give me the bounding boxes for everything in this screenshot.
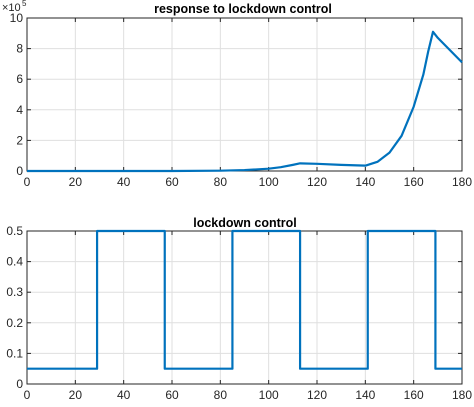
x-tick-label: 160 (404, 175, 424, 189)
x-tick-label: 20 (69, 175, 83, 189)
x-tick-label: 160 (404, 388, 424, 402)
series-line (27, 30, 463, 173)
plot-area (27, 231, 462, 384)
y-tick-label: 2 (16, 133, 23, 147)
y-tick-label: 0.1 (6, 346, 23, 360)
chart-title: lockdown control (193, 216, 296, 230)
response-chart: 0 20 40 60 80 100 120 140 160 180 0 2 4 6 8 10 response … (2, 0, 472, 189)
x-tick-label: 20 (69, 388, 83, 402)
x-tick-label: 60 (165, 175, 179, 189)
x-tick-label: 40 (117, 175, 131, 189)
y-exponent-label: ×10 (2, 2, 21, 14)
x-tick-label: 60 (165, 388, 179, 402)
x-tick-label: 140 (355, 175, 375, 189)
x-tick-label: 100 (259, 388, 279, 402)
x-tick-label: 80 (214, 175, 228, 189)
y-tick-label: 0.2 (6, 316, 23, 330)
y-tick-label: 0 (16, 377, 23, 391)
y-tick-label: 4 (16, 103, 23, 117)
plot-area (27, 18, 462, 171)
y-tick-label: 0.3 (6, 285, 23, 299)
y-exponent-power: 5 (22, 0, 27, 8)
x-tick-label: 120 (307, 388, 327, 402)
x-tick-label: 0 (24, 388, 31, 402)
x-tick-label: 40 (117, 388, 131, 402)
x-tick-label: 180 (452, 388, 472, 402)
x-tick-label: 120 (307, 175, 327, 189)
chart-title: response to lockdown control (154, 2, 332, 16)
lockdown-chart: 0 20 40 60 80 100 120 140 160 180 0 0.1 0.2 0.3 0.4 0.5… (6, 216, 472, 402)
y-tick-label: 10 (10, 11, 24, 25)
x-tick-label: 140 (355, 388, 375, 402)
x-tick-label: 80 (214, 388, 228, 402)
x-tick-label: 100 (259, 175, 279, 189)
x-tick-label: 0 (24, 175, 31, 189)
y-tick-label: 6 (16, 72, 23, 86)
y-tick-label: 8 (16, 42, 23, 56)
series-line (27, 229, 462, 370)
y-tick-label: 0.4 (6, 255, 23, 269)
y-tick-label: 0.5 (6, 224, 23, 238)
y-tick-label: 0 (16, 164, 23, 178)
x-tick-label: 180 (452, 175, 472, 189)
